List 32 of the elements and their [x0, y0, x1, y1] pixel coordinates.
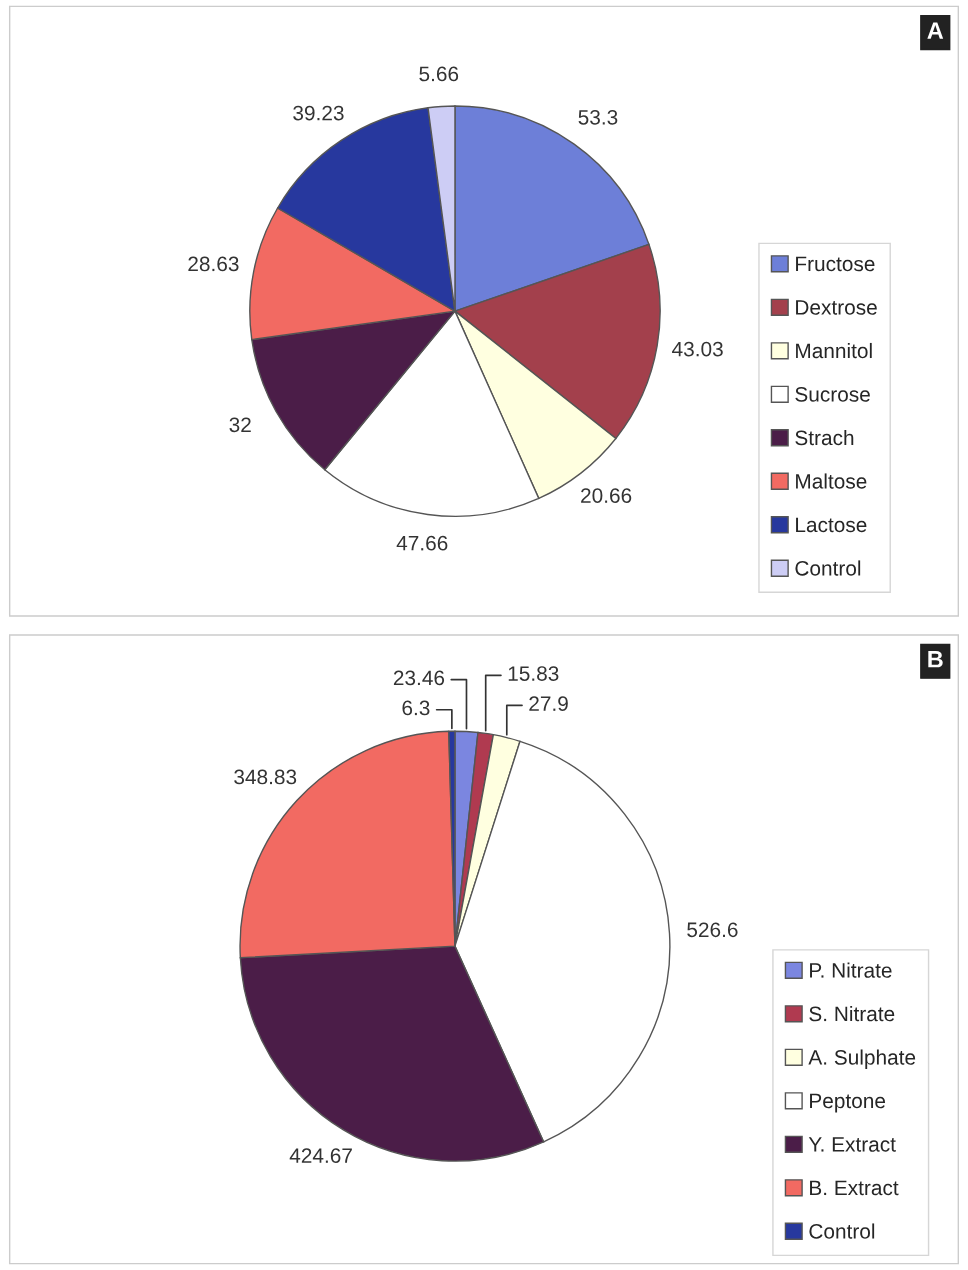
legend-label: B. Extract [810, 1180, 899, 1196]
legend-label: Control [795, 560, 861, 576]
data-label: 23.46 [393, 670, 445, 686]
data-label: 32 [229, 417, 251, 433]
legend-label: Fructose [796, 256, 875, 272]
legend-label: Lactose [796, 517, 867, 533]
data-label: 348.83 [234, 769, 297, 785]
data-label: 53.3 [578, 109, 618, 125]
data-label: 424.67 [289, 1148, 352, 1163]
legend-label: P. Nitrate [810, 962, 892, 978]
data-label: 27.9 [529, 696, 568, 712]
legend-label: A. Sulphate [808, 1049, 916, 1069]
legend-label: Dextrose [796, 300, 877, 315]
legend-label: Mannitol [796, 342, 872, 359]
legend-label: Sucrose [795, 386, 870, 402]
data-label: 39.23 [293, 105, 344, 121]
chart-title: A [927, 22, 944, 39]
data-label: 43.03 [672, 341, 723, 357]
legend-label: S. Nitrate [809, 1005, 895, 1022]
data-label: 20.66 [581, 488, 632, 503]
legend-label: Y. Extract [808, 1137, 896, 1152]
data-label: 15.83 [508, 666, 559, 681]
legend-label: Peptone [810, 1093, 886, 1113]
legend-label: Maltose [796, 473, 867, 489]
legend-label: Control [809, 1223, 875, 1239]
legend-label: Strach [795, 429, 854, 446]
chart-title: B [928, 651, 943, 668]
data-label: 526.6 [687, 922, 738, 938]
data-label: 47.66 [396, 535, 448, 551]
data-label: 28.63 [188, 256, 239, 272]
data-label: 5.66 [419, 66, 459, 82]
data-label: 6.3 [402, 700, 430, 716]
